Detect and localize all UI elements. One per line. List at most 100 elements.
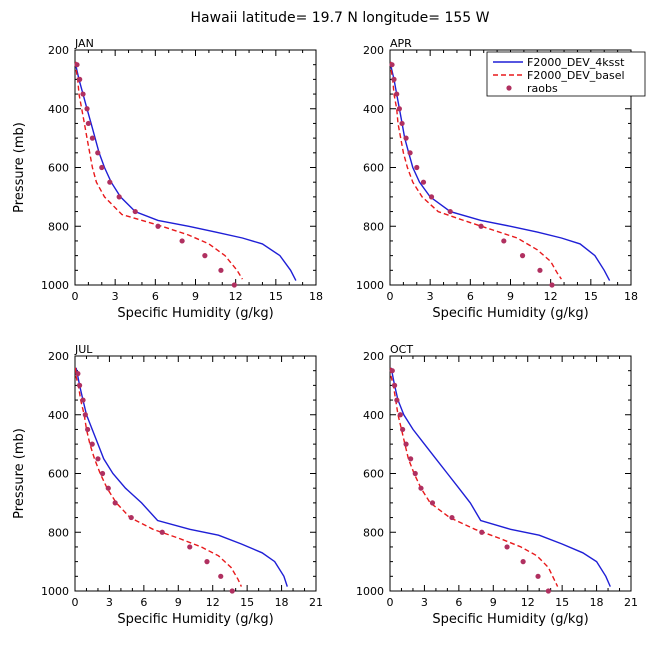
y-tick-label: 1000 <box>356 279 384 292</box>
x-tick-label: 0 <box>387 596 394 609</box>
y-tick-label: 800 <box>48 220 69 233</box>
x-tick-label: 3 <box>421 596 428 609</box>
y-tick-label: 400 <box>48 409 69 422</box>
series-line-f2000-dev-4ksst <box>75 61 297 281</box>
raobs-point <box>400 426 406 433</box>
x-tick-label: 15 <box>555 596 569 609</box>
y-tick-label: 1000 <box>41 585 69 598</box>
x-tick-label: 6 <box>455 596 462 609</box>
series-line-f2000-dev-basel <box>75 61 243 280</box>
x-tick-label: 3 <box>427 290 434 303</box>
raobs-point <box>545 588 551 594</box>
raobs-point <box>537 267 543 273</box>
panel-title: OCT <box>390 343 413 356</box>
raobs-point <box>89 135 96 141</box>
raobs-point <box>389 368 395 374</box>
raobs-point <box>77 76 83 82</box>
x-tick-label: 3 <box>112 290 119 303</box>
raobs-point <box>204 559 210 565</box>
raobs-point <box>76 382 83 388</box>
y-axis-label: Pressure (mb) <box>12 122 27 213</box>
raobs-point <box>396 106 402 112</box>
raobs-point <box>428 194 435 200</box>
x-axis-label: Specific Humidity (g/kg) <box>117 612 273 627</box>
raobs-point <box>132 208 138 215</box>
x-axis-label: Specific Humidity (g/kg) <box>432 306 588 321</box>
raobs-point <box>128 514 134 521</box>
x-tick-label: 0 <box>387 290 394 303</box>
raobs-point <box>449 514 455 521</box>
legend-marker-raobs <box>506 85 512 91</box>
x-tick-label: 18 <box>590 596 604 609</box>
raobs-point <box>155 223 161 229</box>
raobs-point <box>408 456 414 462</box>
raobs-point <box>412 470 418 477</box>
series-line-f2000-dev-4ksst <box>390 367 611 587</box>
y-tick-label: 400 <box>363 103 384 116</box>
legend-label: raobs <box>527 82 558 95</box>
figure-title: Hawaii latitude= 19.7 N longitude= 155 W <box>191 10 490 26</box>
raobs-point <box>231 282 237 288</box>
x-tick-label: 12 <box>544 290 558 303</box>
raobs-point <box>202 253 208 259</box>
raobs-point <box>403 135 409 141</box>
raobs-point <box>420 179 427 185</box>
x-tick-label: 6 <box>152 290 159 303</box>
legend-label: F2000_DEV_4ksst <box>527 56 625 69</box>
raobs-point <box>447 208 453 215</box>
raobs-point <box>179 238 185 244</box>
x-tick-label: 9 <box>490 596 497 609</box>
raobs-point <box>478 223 484 229</box>
x-tick-label: 0 <box>72 290 79 303</box>
raobs-point <box>85 426 91 433</box>
raobs-point <box>218 573 224 579</box>
series-line-f2000-dev-basel <box>390 61 562 280</box>
y-tick-label: 800 <box>363 526 384 539</box>
x-tick-label: 3 <box>106 596 113 609</box>
x-tick-label: 12 <box>206 596 220 609</box>
raobs-point <box>397 412 403 418</box>
raobs-point <box>407 150 413 156</box>
raobs-point <box>105 485 111 491</box>
raobs-point <box>85 120 91 127</box>
raobs-point <box>107 179 113 185</box>
raobs-point <box>535 573 541 579</box>
y-tick-label: 800 <box>48 526 69 539</box>
legend-box <box>486 51 646 97</box>
x-tick-label: 12 <box>229 290 243 303</box>
x-tick-label: 9 <box>507 290 514 303</box>
raobs-point <box>429 500 436 506</box>
x-tick-label: 6 <box>467 290 474 303</box>
x-tick-label: 18 <box>309 290 323 303</box>
x-axis-label: Specific Humidity (g/kg) <box>432 612 588 627</box>
raobs-point <box>394 397 400 403</box>
y-tick-label: 200 <box>48 350 69 363</box>
plot-frame <box>74 355 317 592</box>
panel-title: JUL <box>74 343 93 356</box>
x-tick-label: 9 <box>175 596 182 609</box>
raobs-point <box>399 120 405 127</box>
raobs-point <box>479 529 485 535</box>
y-tick-label: 800 <box>363 220 384 233</box>
y-tick-label: 600 <box>363 162 384 175</box>
raobs-point <box>391 382 398 388</box>
x-tick-label: 15 <box>584 290 598 303</box>
raobs-point <box>80 91 86 97</box>
raobs-point <box>116 194 122 200</box>
raobs-point <box>389 62 395 68</box>
y-tick-label: 200 <box>363 350 384 363</box>
x-tick-label: 0 <box>72 596 79 609</box>
raobs-point <box>95 456 101 462</box>
x-tick-label: 15 <box>240 596 254 609</box>
panel-oct: OCT 0 3 6 9 12 15 18 21 200 400 600 800 1000 Specific … <box>356 343 638 627</box>
series-line-f2000-dev-basel <box>389 367 559 587</box>
x-tick-label: 15 <box>269 290 283 303</box>
raobs-point <box>89 441 95 447</box>
raobs-point <box>112 500 118 506</box>
y-tick-label: 600 <box>48 468 69 481</box>
raobs-point <box>99 470 106 477</box>
x-tick-label: 12 <box>521 596 535 609</box>
x-tick-label: 21 <box>309 596 323 609</box>
x-tick-label: 6 <box>140 596 147 609</box>
plot-frame <box>74 49 317 286</box>
